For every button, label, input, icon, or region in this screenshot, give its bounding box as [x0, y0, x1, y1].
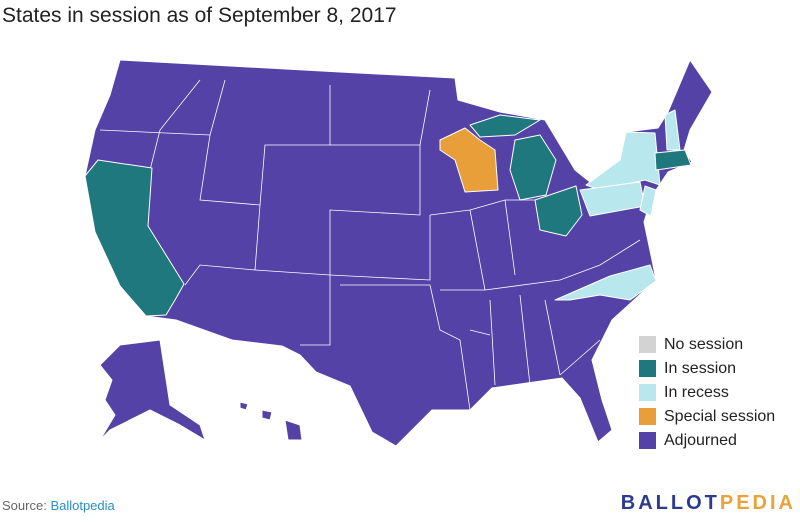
hawaii — [239, 401, 249, 411]
state-borders — [419, 89, 431, 146]
state-borders — [519, 294, 531, 386]
legend-swatch — [639, 432, 656, 449]
michigan-upper — [469, 114, 541, 138]
california — [84, 159, 185, 317]
legend-label: In recess — [664, 384, 729, 401]
state-borders — [329, 215, 431, 281]
wisconsin — [439, 127, 499, 193]
state-borders — [340, 284, 471, 411]
state-borders — [254, 144, 421, 276]
logo: BALLOTPEDIA — [621, 492, 796, 514]
legend-swatch — [639, 360, 656, 377]
state-borders — [184, 204, 261, 286]
logo-second: PEDIA — [720, 492, 796, 514]
new-york — [585, 131, 661, 191]
state-borders — [199, 85, 331, 206]
legend-label: Special session — [664, 408, 775, 425]
legend-swatch — [639, 336, 656, 353]
state-borders — [559, 339, 601, 376]
legend-swatch — [639, 408, 656, 425]
hawaii — [284, 419, 303, 441]
state-borders — [469, 329, 491, 336]
north-carolina — [554, 264, 657, 301]
state-borders — [504, 199, 516, 276]
title: States in session as of September 8, 201… — [2, 4, 397, 27]
source: Source: Ballotpedia — [2, 498, 116, 513]
legend-label: Adjourned — [664, 432, 737, 449]
logo-first: BALLOT — [621, 492, 720, 514]
contiguous-us — [84, 59, 713, 447]
legend: No session In session In recess Special ses… — [639, 336, 775, 449]
state-borders — [300, 275, 331, 346]
new-jersey — [639, 185, 657, 217]
legend-label: No session — [664, 336, 743, 353]
state-borders — [544, 299, 561, 376]
source-link[interactable]: Ballotpedia — [50, 498, 115, 513]
legend-label: In session — [664, 360, 736, 377]
ohio — [534, 185, 583, 237]
state-borders — [484, 239, 641, 291]
massachusetts — [654, 149, 692, 171]
source-prefix: Source: — [2, 498, 47, 513]
state-borders — [149, 79, 201, 171]
state-borders — [489, 299, 496, 386]
hawaii — [261, 409, 273, 421]
michigan-lower — [509, 134, 557, 201]
alaska — [99, 339, 206, 441]
legend-swatch — [639, 384, 656, 401]
